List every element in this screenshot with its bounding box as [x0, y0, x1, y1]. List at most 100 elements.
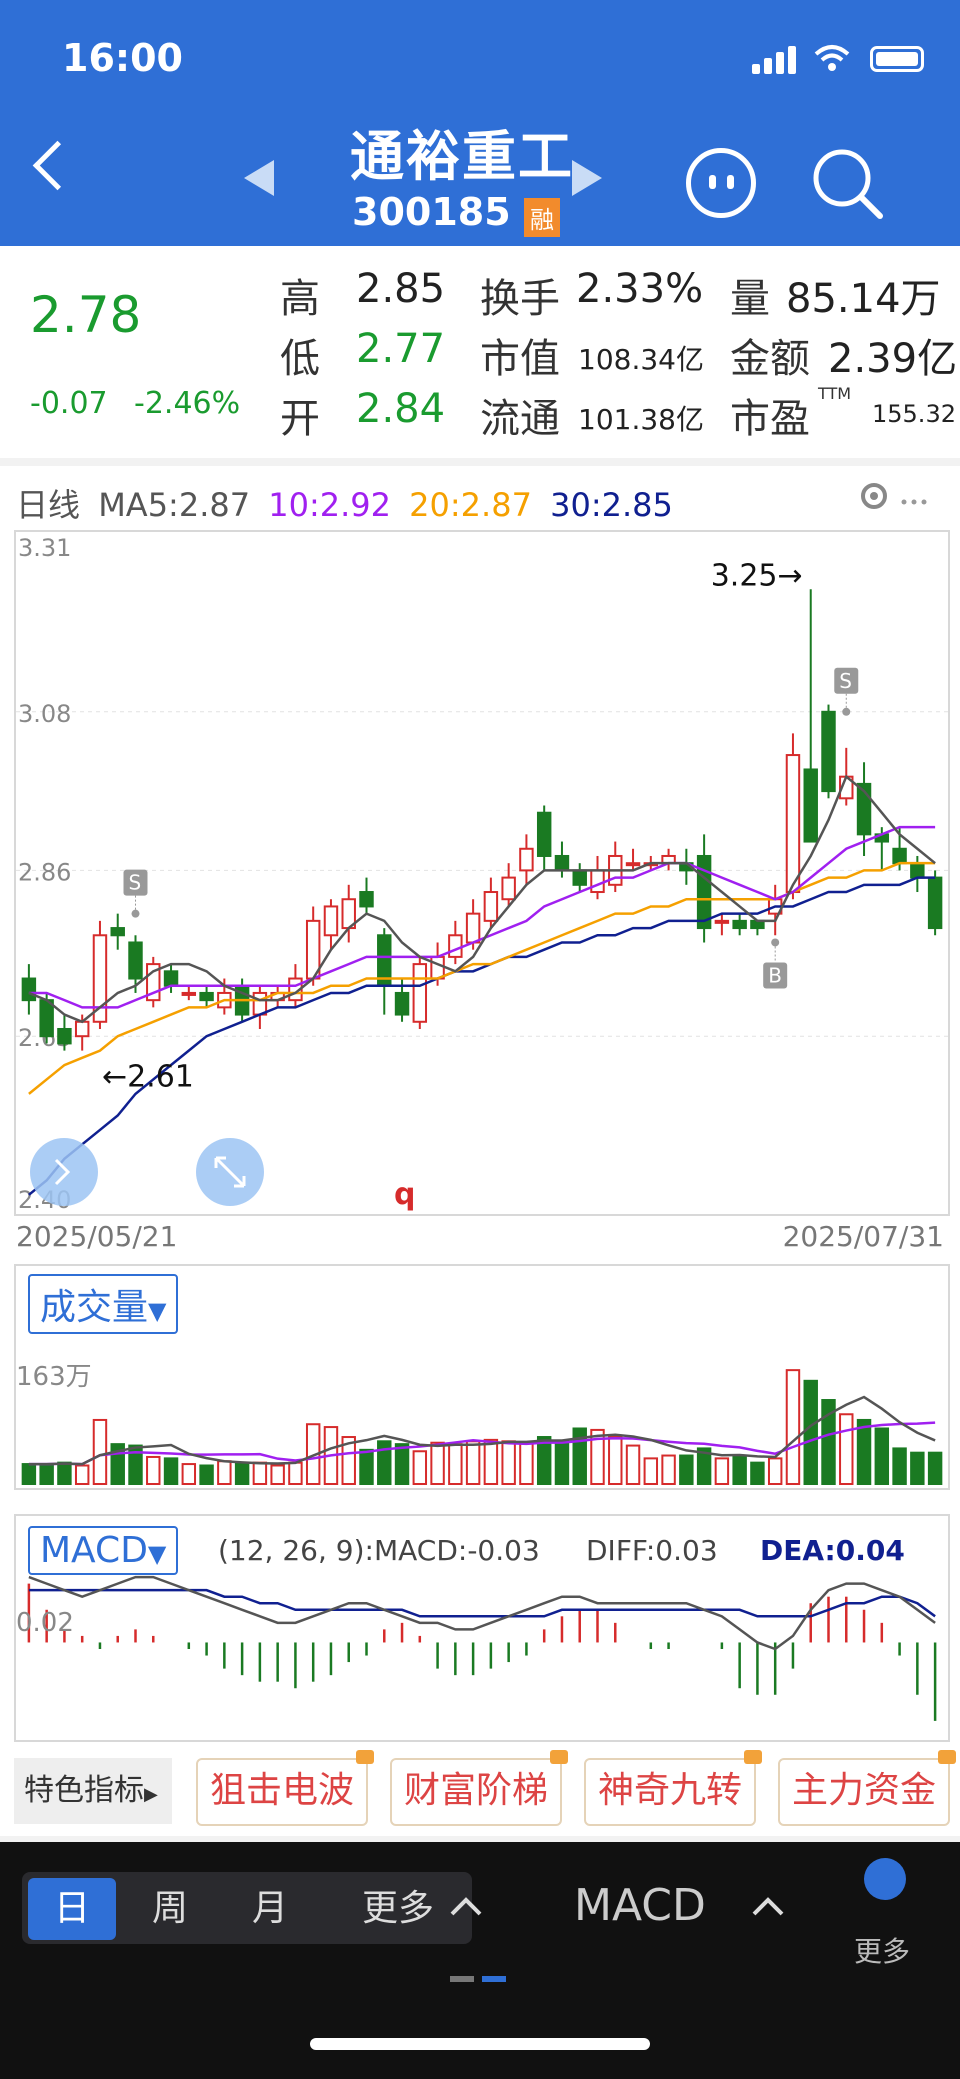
caret-right-icon: ▶: [144, 1784, 158, 1805]
y-tick-label: 3.31: [18, 534, 71, 562]
volume-bar: [785, 1369, 801, 1485]
more-label[interactable]: 更多: [854, 1935, 911, 1968]
chevron-down-icon: ▼: [147, 1540, 167, 1568]
volume-bar: [661, 1454, 676, 1485]
volume-bar: [430, 1441, 445, 1485]
battery-icon: [870, 46, 924, 72]
open-label: 开: [280, 396, 320, 442]
volume-bar: [536, 1436, 552, 1485]
float-value: 101.38亿: [578, 403, 704, 436]
ma30-line: [28, 876, 936, 1196]
back-icon[interactable]: [32, 140, 83, 191]
next-stock-icon[interactable]: [572, 160, 602, 196]
volume-bar: [394, 1443, 410, 1485]
high-label: 高: [280, 276, 320, 322]
candle-body: [412, 963, 428, 1023]
page-dot-active: [482, 1976, 506, 1982]
candle-body: [696, 854, 712, 930]
marker-dot: [842, 707, 851, 716]
volume-bar: [128, 1444, 143, 1486]
feature-item-label: 神奇九转: [597, 1770, 742, 1811]
period-month-tab[interactable]: 月: [251, 1888, 288, 1929]
search-icon[interactable]: [810, 146, 886, 222]
feature-item-4[interactable]: 主力资金: [778, 1750, 956, 1826]
period-more-tab[interactable]: 更多: [361, 1888, 434, 1929]
feature-item-label: 主力资金: [791, 1770, 936, 1811]
volume-bar: [359, 1448, 374, 1485]
candle-body: [732, 919, 747, 930]
more-icon[interactable]: [864, 1858, 906, 1900]
stock-name: 通裕重工: [350, 125, 574, 188]
period-day-tab[interactable]: 日: [28, 1878, 116, 1940]
feature-item-1[interactable]: 狙击电波: [196, 1750, 374, 1826]
quote-panel: 2.78 -0.07 -2.46% 高 2.85 低 2.77 开 2.84 换…: [0, 246, 960, 458]
volume-bar: [181, 1463, 197, 1486]
lock-icon: [356, 1750, 374, 1764]
candle-body: [128, 941, 143, 980]
candle-body: [483, 891, 499, 922]
mktcap-label: 市值: [480, 336, 560, 382]
volume-bar: [234, 1461, 250, 1485]
high-value: 2.85: [356, 266, 446, 312]
feature-item-2[interactable]: 财富阶梯: [390, 1750, 568, 1826]
ma10-line: [28, 825, 936, 1009]
prev-stock-icon[interactable]: [244, 160, 274, 196]
volume-bar: [590, 1428, 605, 1485]
buy-marker-label: B: [768, 963, 782, 987]
volume-bar: [252, 1461, 268, 1485]
candle-body: [163, 970, 179, 987]
volume-bar: [750, 1461, 765, 1485]
price-change-pct: -2.46%: [134, 386, 241, 421]
volume-ma5-line: [28, 1395, 936, 1466]
ma5-label: MA5:2.87: [98, 486, 251, 524]
volume-bar: [465, 1440, 481, 1485]
volume-bar: [501, 1440, 516, 1485]
candle-body: [910, 862, 925, 879]
volume-indicator-dropdown[interactable]: 成交量▼: [28, 1274, 179, 1334]
expand-left-button[interactable]: [30, 1138, 98, 1206]
candle-body: [501, 876, 516, 901]
ma20-label: 20:2.87: [409, 486, 532, 524]
fullscreen-icon: [214, 1156, 246, 1188]
low-label: 低: [280, 336, 320, 382]
sell-marker-icon: [123, 869, 148, 896]
feature-item-3[interactable]: 神奇九转: [584, 1750, 762, 1826]
wifi-icon: [814, 45, 850, 71]
candle-body: [625, 862, 641, 867]
turnover-value: 2.33%: [576, 266, 704, 312]
macd-diff: DIFF:0.03: [586, 1534, 718, 1567]
volume-bar: [625, 1444, 641, 1486]
indicator-selector[interactable]: MACD: [574, 1880, 706, 1931]
candle-body: [714, 919, 730, 924]
mktcap-value: 108.34亿: [578, 343, 704, 376]
chevron-up-icon[interactable]: [448, 1894, 484, 1918]
volume-max-label: 163万: [16, 1362, 92, 1392]
volume-bar: [821, 1399, 836, 1485]
lock-icon: [550, 1750, 568, 1764]
y-tick-label: 2.86: [18, 858, 71, 886]
y-tick-label: 3.08: [18, 700, 71, 728]
volume-bar: [696, 1447, 712, 1485]
date-end: 2025/07/31: [782, 1220, 944, 1253]
lock-icon: [938, 1750, 956, 1764]
period-week-tab[interactable]: 周: [151, 1888, 188, 1929]
home-indicator: [310, 2038, 650, 2050]
volume-bar: [679, 1454, 694, 1485]
volume-bar: [714, 1457, 730, 1486]
volume-bar: [483, 1438, 499, 1486]
macd-indicator-dropdown[interactable]: MACD▼: [28, 1526, 179, 1575]
chevron-down-icon: ▼: [148, 1297, 167, 1325]
candle-body: [323, 905, 339, 937]
candle-body: [465, 912, 481, 944]
volume-bar: [146, 1455, 161, 1486]
macd-chart: [27, 1575, 937, 1721]
chevron-up-icon[interactable]: [750, 1894, 786, 1918]
chat-icon[interactable]: [686, 148, 756, 218]
settings-icon[interactable]: [856, 478, 936, 514]
volume-bar: [874, 1427, 890, 1485]
candle-body: [57, 1027, 72, 1045]
ma5-line: [28, 774, 936, 1024]
feature-indicators-button[interactable]: 特色指标▶: [14, 1758, 172, 1824]
